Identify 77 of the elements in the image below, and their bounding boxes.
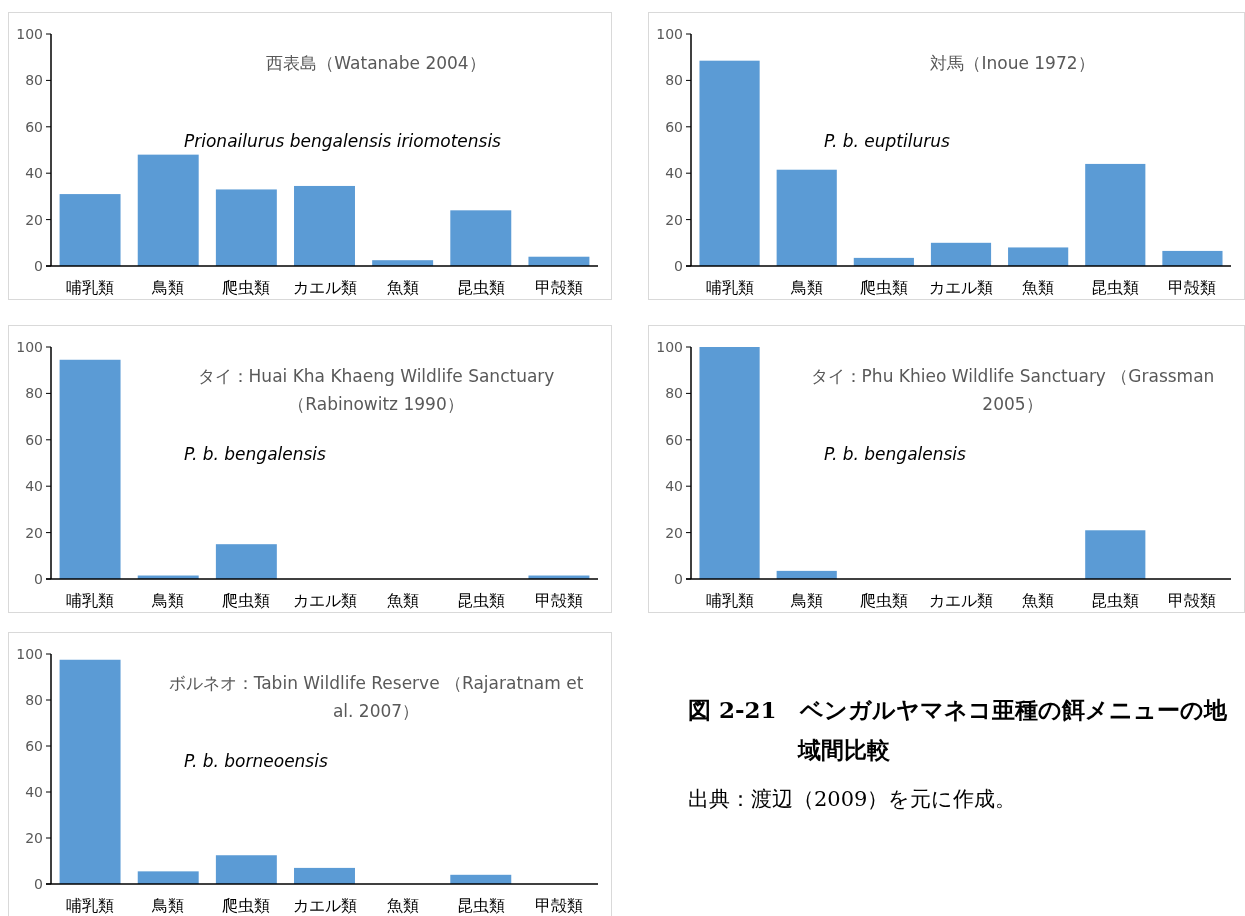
y-tick-label: 20 — [665, 524, 683, 541]
y-tick-label: 100 — [656, 26, 683, 42]
y-tick-label: 40 — [665, 165, 683, 182]
text: タイ：Phu Khieo Wildlife Sanctuary （Grassman 2005） — [809, 365, 1216, 416]
text: 西表島（Watanabe 2004） — [265, 52, 487, 75]
source-note: 出典：渡辺（2009）を元に作成。 — [688, 786, 1017, 813]
text: P. b. bengalensis — [824, 444, 966, 465]
y-tick-label: 60 — [25, 738, 43, 754]
y-tick-label: 100 — [16, 646, 43, 662]
x-tick-label: カエル類 — [292, 278, 357, 297]
x-tick-label: 爬虫類 — [859, 591, 908, 610]
x-tick-label: 哺乳類 — [66, 591, 115, 610]
x-tick-label: 昆虫類 — [1091, 278, 1140, 297]
x-tick-label: 魚類 — [1022, 278, 1055, 297]
x-tick-label: 魚類 — [386, 591, 419, 610]
y-tick-label: 80 — [25, 692, 43, 708]
y-tick-label: 20 — [25, 524, 43, 541]
y-tick-label: 80 — [665, 385, 683, 402]
x-tick-label: 魚類 — [1022, 591, 1055, 610]
x-tick-label: 甲殻類 — [534, 896, 583, 915]
x-tick-label: 昆虫類 — [456, 591, 505, 610]
y-tick-label: 0 — [34, 258, 43, 274]
x-tick-label: カエル類 — [929, 591, 993, 610]
x-tick-label: カエル類 — [929, 278, 993, 297]
text: 対馬（Inoue 1972） — [929, 52, 1096, 75]
x-tick-label: 爬虫類 — [222, 896, 271, 915]
x-tick-label: 哺乳類 — [66, 896, 115, 915]
x-tick-label: 爬虫類 — [859, 278, 908, 297]
x-tick-label: 甲殻類 — [1168, 591, 1217, 610]
text: P. b. euptilurus — [824, 131, 950, 152]
y-tick-label: 100 — [16, 26, 43, 42]
y-tick-label: 60 — [25, 431, 43, 448]
y-tick-label: 20 — [665, 211, 683, 228]
x-tick-label: 甲殻類 — [534, 591, 583, 610]
y-tick-label: 60 — [665, 431, 683, 448]
x-tick-label: 昆虫類 — [456, 896, 505, 915]
y-tick-label: 0 — [674, 571, 683, 587]
y-tick-label: 40 — [25, 784, 43, 800]
x-tick-label: 哺乳類 — [66, 278, 115, 297]
y-tick-label: 80 — [25, 72, 43, 89]
text: Prionailurus bengalensis iriomotensis — [184, 131, 501, 152]
x-tick-label: 甲殻類 — [534, 278, 583, 297]
y-tick-label: 20 — [25, 211, 43, 228]
x-tick-label: 鳥類 — [151, 591, 185, 610]
y-tick-label: 40 — [25, 478, 43, 495]
x-tick-label: 昆虫類 — [1091, 591, 1140, 610]
y-tick-label: 60 — [665, 118, 683, 135]
y-tick-label: 60 — [25, 118, 43, 135]
y-tick-label: 40 — [25, 165, 43, 182]
y-tick-label: 80 — [665, 72, 683, 89]
y-tick-label: 100 — [656, 339, 683, 355]
text: 図 2-21 ベンガルヤマネコ亜種の餌メニューの地域間比較 — [688, 695, 1228, 765]
x-tick-label: 鳥類 — [151, 278, 185, 297]
x-tick-label: カエル類 — [292, 896, 357, 915]
y-tick-label: 80 — [25, 385, 43, 402]
text: ボルネオ：Tabin Wildlife Reserve （Rajaratnam et al. 2007） — [167, 672, 585, 723]
x-tick-label: 鳥類 — [151, 896, 185, 915]
y-tick-label: 100 — [16, 339, 43, 355]
text: P. b. bengalensis — [184, 444, 326, 465]
x-tick-label: 昆虫類 — [456, 278, 505, 297]
x-tick-label: 爬虫類 — [222, 591, 271, 610]
x-tick-label: 甲殻類 — [1168, 278, 1217, 297]
y-tick-label: 0 — [34, 876, 43, 892]
x-tick-label: 魚類 — [386, 278, 419, 297]
x-tick-label: 鳥類 — [789, 591, 823, 610]
x-tick-label: 鳥類 — [789, 278, 823, 297]
text: タイ：Huai Kha Khaeng Wildlife Sanctuary （Rabinowitz 1990） — [196, 365, 556, 416]
text: P. b. borneoensis — [184, 750, 328, 771]
x-tick-label: 哺乳類 — [705, 591, 754, 610]
x-tick-label: 哺乳類 — [705, 278, 754, 297]
y-tick-label: 20 — [25, 830, 43, 846]
x-tick-label: カエル類 — [292, 591, 357, 610]
y-tick-label: 0 — [674, 258, 683, 274]
x-tick-label: 魚類 — [386, 896, 419, 915]
x-tick-label: 爬虫類 — [222, 278, 271, 297]
y-tick-label: 40 — [665, 478, 683, 495]
y-tick-label: 0 — [34, 571, 43, 587]
